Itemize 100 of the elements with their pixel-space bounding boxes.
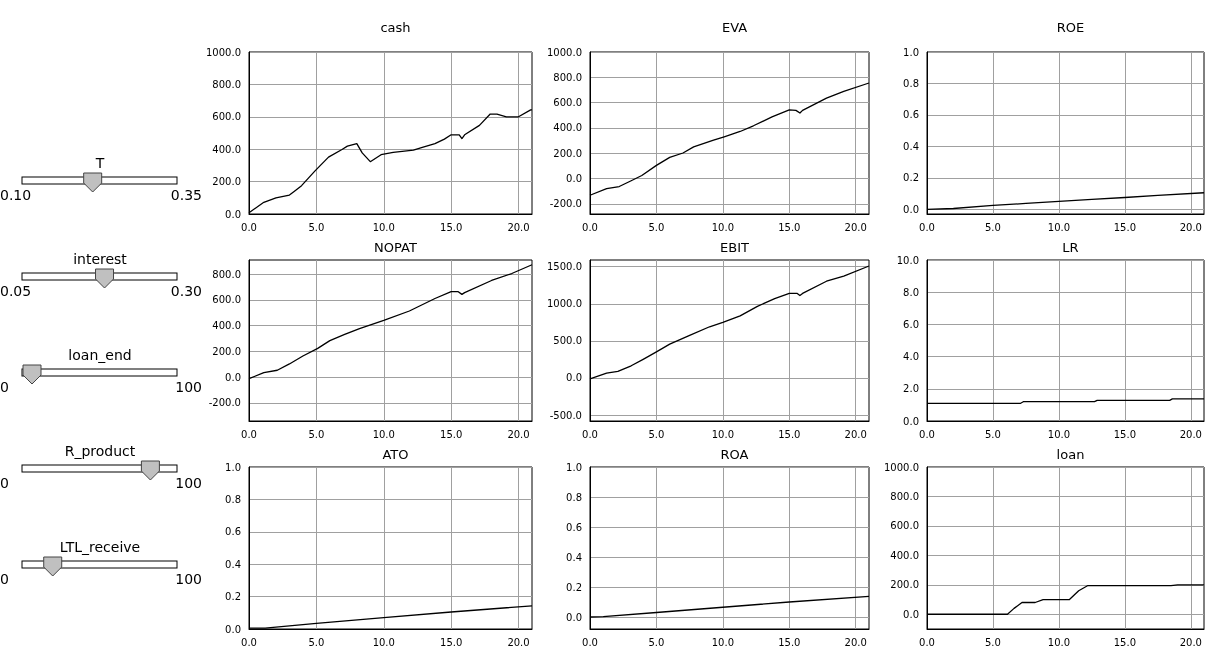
x-tick-label: 10.0	[372, 636, 395, 648]
y-tick-label: 500.0	[553, 335, 582, 347]
y-tick-label: 0.0	[903, 203, 919, 215]
y-tick-label: 600.0	[553, 97, 582, 109]
text: 0.30	[170, 283, 202, 299]
y-tick-label: 0.4	[566, 551, 582, 563]
y-tick-label: 0.0	[566, 611, 582, 623]
chart-title: NOPAT	[374, 240, 417, 255]
y-tick-label: 0.4	[903, 140, 919, 152]
x-tick-label: 10.0	[711, 428, 734, 440]
text: R_product	[64, 443, 136, 459]
x-tick-label: 15.0	[778, 428, 801, 440]
x-tick-label: 20.0	[507, 636, 530, 648]
chart-title: cash	[380, 20, 411, 35]
text: interest	[73, 251, 127, 267]
x-tick-label: 15.0	[440, 636, 463, 648]
chart-title: EBIT	[720, 240, 750, 255]
chart-title: ROE	[1056, 20, 1085, 35]
y-tick-label: 400.0	[890, 549, 919, 561]
y-tick-label: 0.2	[566, 581, 582, 593]
y-tick-label: 8.0	[903, 286, 919, 298]
y-tick-label: 0.2	[225, 591, 241, 603]
y-tick-label: 800.0	[553, 71, 582, 83]
x-tick-label: 0.0	[241, 428, 257, 440]
text: 0.10	[0, 187, 32, 203]
y-tick-label: 1500.0	[547, 261, 582, 273]
y-tick-label: 400.0	[212, 320, 241, 332]
y-tick-label: 800.0	[890, 490, 919, 502]
y-tick-label: 0.0	[225, 208, 241, 220]
x-tick-label: 20.0	[507, 221, 530, 233]
x-tick-label: 0.0	[919, 428, 935, 440]
x-tick-label: 0.0	[919, 221, 935, 233]
y-tick-label: 0.0	[566, 173, 582, 185]
y-tick-label: 1.0	[566, 461, 582, 473]
y-tick-label: 0.4	[225, 558, 241, 570]
y-tick-label: 200.0	[890, 579, 919, 591]
text: 0.35	[170, 187, 202, 203]
y-tick-label: 600.0	[890, 520, 919, 532]
y-tick-label: 400.0	[553, 122, 582, 134]
y-tick-label: 200.0	[553, 147, 582, 159]
text: 100	[175, 571, 202, 587]
y-tick-label: -500.0	[549, 409, 582, 421]
x-tick-label: 20.0	[1179, 636, 1202, 648]
x-tick-label: 15.0	[1113, 636, 1136, 648]
y-tick-label: 1.0	[225, 461, 241, 473]
x-tick-label: 10.0	[711, 636, 734, 648]
y-tick-label: 1000.0	[206, 46, 241, 58]
x-tick-label: 15.0	[1113, 221, 1136, 233]
chart-title: EVA	[721, 20, 748, 35]
y-tick-label: 0.0	[903, 415, 919, 427]
x-tick-label: 5.0	[985, 636, 1001, 648]
x-tick-label: 10.0	[372, 221, 395, 233]
x-tick-label: 20.0	[1179, 428, 1202, 440]
x-tick-label: 15.0	[1113, 428, 1136, 440]
y-tick-label: 600.0	[212, 111, 241, 123]
x-tick-label: 0.0	[241, 221, 257, 233]
y-tick-label: 1000.0	[884, 461, 919, 473]
y-tick-label: -200.0	[208, 397, 241, 409]
y-tick-label: 600.0	[212, 294, 241, 306]
x-tick-label: 20.0	[507, 428, 530, 440]
y-tick-label: 0.6	[566, 521, 582, 533]
y-tick-label: 0.8	[566, 491, 582, 503]
x-tick-label: 20.0	[844, 428, 867, 440]
chart-title: loan	[1056, 447, 1085, 462]
text: 100	[175, 475, 202, 491]
x-tick-label: 5.0	[308, 636, 325, 648]
y-tick-label: 1000.0	[547, 46, 582, 58]
y-tick-label: 4.0	[903, 351, 919, 363]
x-tick-label: 5.0	[648, 221, 665, 233]
y-tick-label: 0.6	[903, 109, 919, 121]
x-tick-label: 10.0	[1047, 636, 1071, 648]
x-tick-label: 0.0	[241, 636, 257, 648]
y-tick-label: 200.0	[212, 345, 241, 357]
x-tick-label: 0.0	[919, 636, 935, 648]
y-tick-label: 1000.0	[547, 298, 582, 310]
y-tick-label: 0.8	[903, 77, 919, 89]
chart-title: ATO	[382, 447, 409, 462]
y-tick-label: 1.0	[903, 46, 919, 58]
text: 0	[0, 475, 9, 491]
x-tick-label: 5.0	[648, 428, 665, 440]
y-tick-label: 800.0	[212, 78, 241, 90]
x-tick-label: 15.0	[778, 636, 801, 648]
x-tick-label: 15.0	[778, 221, 801, 233]
x-tick-label: 0.0	[582, 636, 598, 648]
x-tick-label: 0.0	[582, 428, 598, 440]
text: T	[95, 155, 105, 171]
x-tick-label: 20.0	[1179, 221, 1202, 233]
y-tick-label: 10.0	[896, 254, 919, 266]
text: LTL_receive	[59, 539, 141, 555]
text: 0	[0, 571, 9, 587]
y-tick-label: -200.0	[549, 198, 582, 210]
x-tick-label: 0.0	[582, 221, 598, 233]
y-tick-label: 0.2	[903, 172, 919, 184]
x-tick-label: 15.0	[440, 428, 463, 440]
y-tick-label: 0.0	[225, 371, 241, 383]
y-tick-label: 0.0	[566, 372, 582, 384]
chart-title: ROA	[720, 447, 749, 462]
y-tick-label: 0.6	[225, 526, 241, 538]
y-tick-label: 2.0	[903, 383, 919, 395]
x-tick-label: 10.0	[711, 221, 734, 233]
